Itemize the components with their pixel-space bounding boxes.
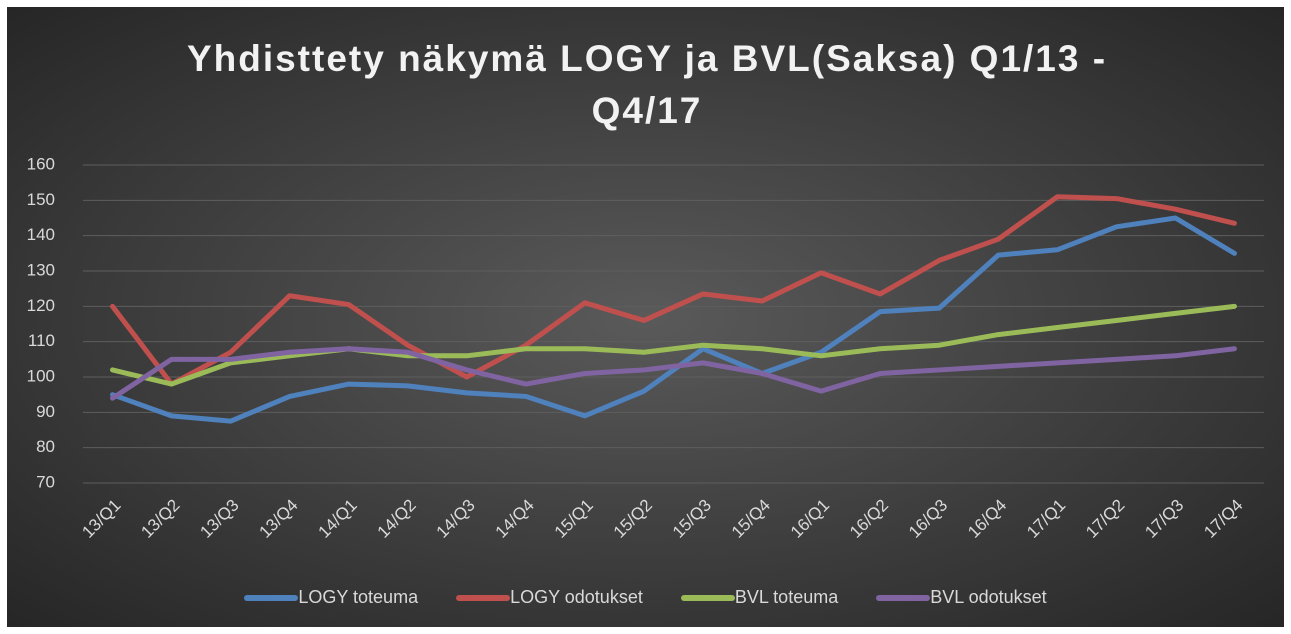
series-line (110, 346, 1237, 401)
x-tick-label: 16/Q2 (846, 496, 892, 542)
x-tick-label: 15/Q3 (669, 496, 715, 542)
x-tick-label: 13/Q3 (196, 496, 242, 542)
x-tick-label: 13/Q4 (255, 496, 301, 542)
x-tick-label: 13/Q1 (78, 496, 124, 542)
y-tick-label: 80 (36, 437, 55, 456)
series-line (110, 194, 1237, 387)
y-tick-label: 90 (36, 402, 55, 421)
legend-swatch (244, 594, 299, 601)
legend-item: BVL toteuma (680, 587, 839, 608)
x-tick-label: 14/Q2 (374, 496, 420, 542)
x-tick-label: 17/Q4 (1200, 496, 1246, 542)
y-tick-label: 110 (28, 331, 55, 350)
plot: 70 80 90 100 110 120 130 140 150 160 13/Q1 13/Q2 13/… (27, 154, 1264, 542)
legend-item: LOGY odotukset (456, 587, 643, 608)
x-tick-label: 15/Q1 (551, 496, 597, 542)
y-tick-label: 70 (36, 472, 55, 491)
y-tick-label: 150 (27, 190, 55, 209)
y-tick-label: 100 (27, 366, 55, 385)
x-tick-label: 17/Q2 (1082, 496, 1128, 542)
legend-item: LOGY toteuma (244, 587, 418, 608)
legend-swatch (876, 594, 931, 601)
y-tick-label: 140 (27, 225, 55, 244)
legend-item: BVL odotukset (876, 587, 1047, 608)
x-tick-label: 14/Q4 (492, 496, 538, 542)
chart-title: Yhdisttety näkymä LOGY ja BVL(Saksa) Q1/… (186, 38, 1108, 131)
legend-swatch (680, 594, 735, 601)
x-tick-label: 14/Q1 (315, 496, 361, 542)
legend-label: LOGY toteuma (298, 587, 419, 607)
legend-label: LOGY odotukset (510, 587, 643, 607)
x-tick-label: 15/Q2 (610, 496, 656, 542)
x-tick-label: 13/Q2 (137, 496, 183, 542)
legend-label: BVL odotukset (930, 587, 1047, 607)
series-line (110, 303, 1237, 387)
x-tick-label: 16/Q4 (964, 496, 1010, 542)
x-tick-label: 16/Q1 (787, 496, 833, 542)
x-tick-label: 16/Q3 (905, 496, 951, 542)
legend-swatch (456, 594, 511, 601)
x-tick-label: 14/Q3 (433, 496, 479, 542)
series-line (110, 215, 1237, 424)
legend-label: BVL toteuma (734, 587, 839, 607)
x-tick-label: 17/Q3 (1141, 496, 1187, 542)
chart: 70 80 90 100 110 120 130 140 150 160 13/Q1 13/Q2 13/… (7, 7, 1284, 627)
y-tick-label: 130 (27, 260, 55, 279)
y-tick-label: 120 (27, 296, 55, 315)
legend: LOGY toteuma LOGY odotukset BVL toteuma BVL… (7, 587, 1284, 608)
x-tick-label: 15/Q4 (728, 496, 774, 542)
y-tick-label: 160 (27, 154, 55, 173)
x-tick-label: 17/Q1 (1023, 496, 1069, 542)
